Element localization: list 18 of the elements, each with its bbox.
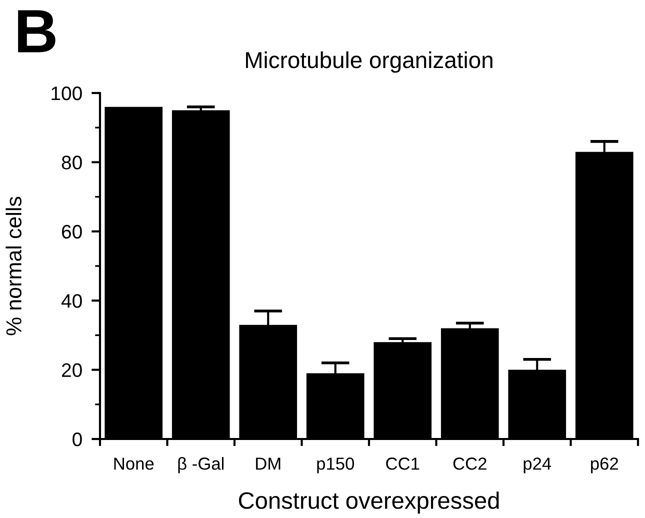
- y-tick-label: 0: [72, 432, 82, 446]
- x-tick-label: CC1: [386, 458, 420, 470]
- chart-title: Microtubule organization: [246, 51, 492, 73]
- x-tick-label: β -Gal: [178, 457, 224, 474]
- x-tick-label: CC2: [453, 458, 486, 470]
- y-tick-label: 40: [61, 294, 82, 308]
- x-tick-label: p150: [317, 458, 354, 474]
- y-tick-label: 60: [62, 224, 82, 239]
- x-tick-label: p62: [591, 458, 618, 474]
- text: B: [18, 10, 56, 52]
- x-tick-label: p24: [524, 458, 552, 474]
- x-axis-title: Construct overexpressed: [238, 492, 499, 514]
- y-tick-label: 100: [52, 86, 82, 100]
- x-tick-label: None: [114, 458, 154, 470]
- y-tick-label: 80: [62, 156, 82, 170]
- x-tick-label: DM: [256, 458, 280, 470]
- y-tick-label: 20: [62, 363, 82, 378]
- y-axis-title: % normal cells: [6, 196, 22, 336]
